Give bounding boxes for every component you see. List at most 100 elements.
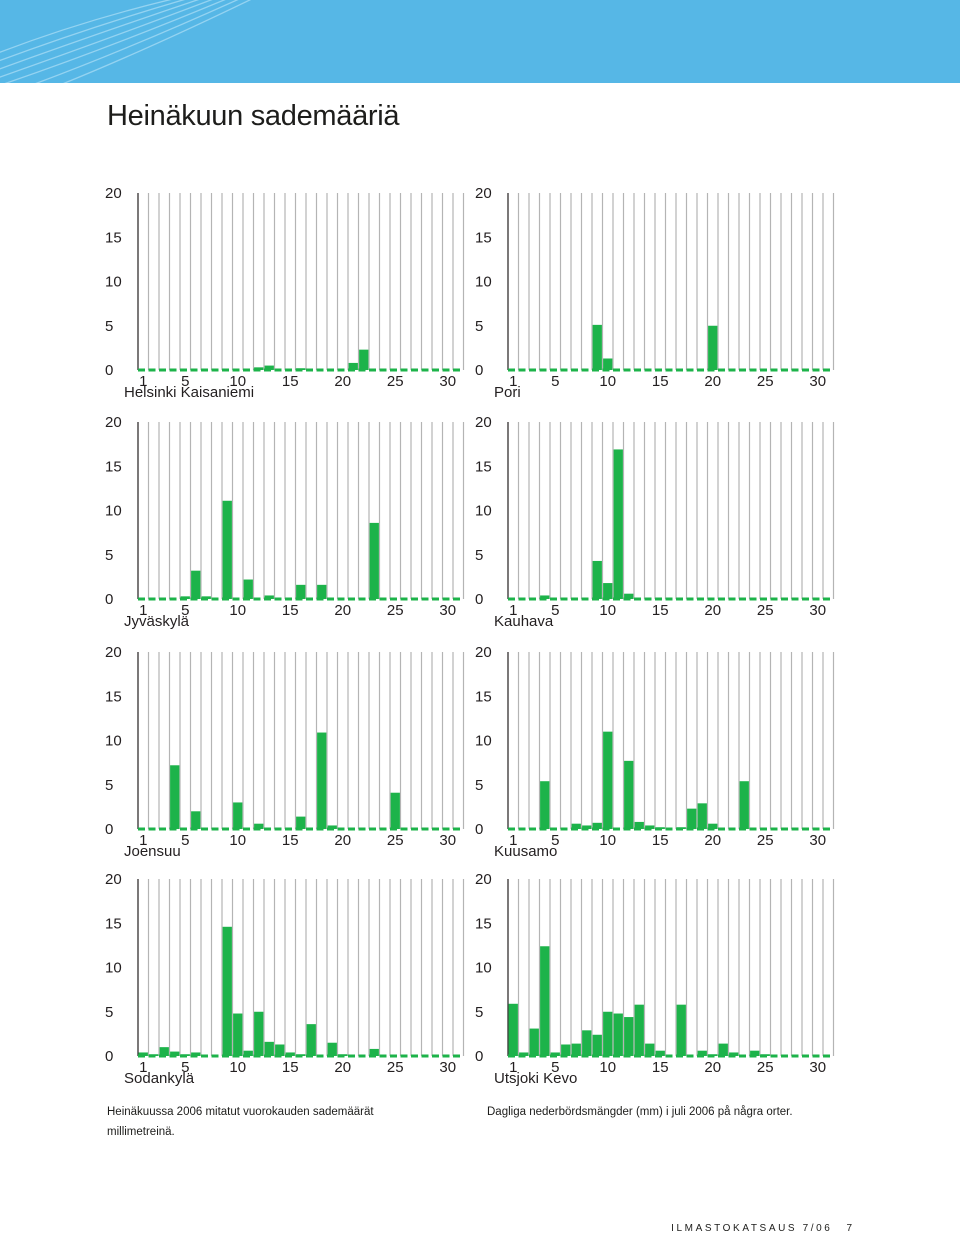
x-tick-label: 15: [652, 602, 669, 619]
bar-day-7: [571, 823, 581, 829]
bar-day-10: [233, 802, 243, 829]
y-tick-label: 10: [475, 733, 492, 750]
x-tick-label: 25: [757, 602, 774, 619]
y-tick-label: 15: [105, 458, 122, 475]
bar-day-20: [708, 823, 718, 829]
bar-day-7: [571, 1043, 581, 1056]
page-title: Heinäkuun sademääriä: [107, 100, 400, 132]
y-tick-label: 20: [105, 414, 122, 431]
x-tick-label: 10: [229, 373, 246, 390]
y-tick-label: 20: [475, 185, 492, 202]
bar-day-25: [390, 792, 400, 829]
station-name: Kauhava: [494, 613, 554, 630]
y-tick-label: 10: [475, 274, 492, 291]
y-tick-label: 15: [475, 458, 492, 475]
bar-day-16: [296, 584, 306, 599]
x-tick-label: 20: [704, 832, 721, 849]
x-tick-label: 10: [229, 832, 246, 849]
bar-day-18: [317, 584, 327, 599]
bar-day-13: [264, 595, 274, 599]
bar-day-6: [191, 1052, 201, 1056]
y-tick-label: 5: [475, 1004, 483, 1021]
bar-day-23: [739, 781, 749, 829]
bar-day-22: [729, 1052, 739, 1056]
bar-day-13: [634, 821, 644, 829]
x-tick-label: 15: [652, 1059, 669, 1076]
x-tick-label: 1: [509, 602, 517, 619]
x-tick-label: 10: [599, 832, 616, 849]
x-tick-label: 25: [757, 1059, 774, 1076]
bar-day-10: [603, 358, 613, 370]
bar-day-4: [540, 595, 550, 599]
x-tick-label: 5: [181, 373, 189, 390]
bar-day-24: [750, 1050, 760, 1056]
x-tick-label: 10: [229, 1059, 246, 1076]
bar-day-21: [348, 362, 358, 370]
station-name: Jyväskylä: [124, 613, 190, 630]
bar-day-12: [254, 823, 264, 829]
y-tick-label: 0: [105, 821, 113, 838]
y-tick-label: 20: [105, 871, 122, 888]
x-tick-label: 1: [509, 373, 517, 390]
bar-day-6: [561, 1044, 571, 1056]
x-tick-label: 25: [387, 373, 404, 390]
x-tick-label: 30: [439, 373, 456, 390]
x-tick-label: 20: [704, 373, 721, 390]
bar-day-22: [359, 349, 369, 370]
bar-day-17: [676, 1004, 686, 1056]
x-tick-label: 5: [551, 373, 559, 390]
y-tick-label: 5: [475, 547, 483, 564]
y-tick-label: 5: [475, 777, 483, 794]
x-tick-label: 1: [139, 1059, 147, 1076]
bar-day-12: [254, 1011, 264, 1056]
y-tick-label: 10: [105, 960, 122, 977]
x-tick-label: 15: [652, 373, 669, 390]
y-tick-label: 0: [475, 821, 483, 838]
x-tick-label: 15: [282, 373, 299, 390]
bar-day-19: [327, 825, 337, 829]
bar-day-18: [317, 732, 327, 829]
bar-day-16: [296, 816, 306, 829]
y-tick-label: 20: [105, 185, 122, 202]
x-tick-label: 30: [809, 373, 826, 390]
bar-day-3: [159, 1047, 169, 1056]
bar-day-15: [655, 1050, 665, 1056]
x-tick-label: 1: [139, 602, 147, 619]
bar-day-4: [170, 765, 180, 829]
caption-swedish-text: Dagliga nederbördsmängder (mm) i juli 20…: [487, 1106, 793, 1118]
station-name: Sodankylä: [124, 1070, 195, 1087]
bar-day-3: [529, 1028, 539, 1056]
y-tick-label: 10: [475, 503, 492, 520]
station-name: Joensuu: [124, 843, 181, 860]
bar-day-18: [687, 808, 697, 829]
x-tick-label: 1: [139, 373, 147, 390]
x-tick-label: 30: [439, 832, 456, 849]
x-tick-label: 30: [809, 602, 826, 619]
y-tick-label: 5: [105, 547, 113, 564]
x-tick-label: 1: [509, 832, 517, 849]
bar-day-8: [582, 1030, 592, 1056]
y-tick-label: 5: [475, 318, 483, 335]
bar-day-14: [275, 1044, 285, 1056]
bar-day-14: [645, 825, 655, 829]
x-tick-label: 20: [704, 602, 721, 619]
x-tick-label: 20: [704, 1059, 721, 1076]
bar-day-12: [624, 593, 634, 599]
header-banner: [0, 0, 960, 83]
bar-day-4: [540, 946, 550, 1056]
x-tick-label: 20: [334, 373, 351, 390]
bar-day-5: [550, 1052, 560, 1056]
bar-day-19: [697, 803, 707, 829]
bar-day-10: [233, 1013, 243, 1056]
chart-panel-2: 0 5 10 15 20 1 5 10 15 20 25 30 Jyväskylä: [100, 407, 465, 637]
station-name: Pori: [494, 384, 521, 401]
y-tick-label: 20: [475, 414, 492, 431]
y-tick-label: 0: [475, 1048, 483, 1065]
y-tick-label: 15: [105, 915, 122, 932]
bar-day-6: [191, 570, 201, 599]
bar-day-8: [582, 825, 592, 829]
bar-day-6: [191, 811, 201, 829]
